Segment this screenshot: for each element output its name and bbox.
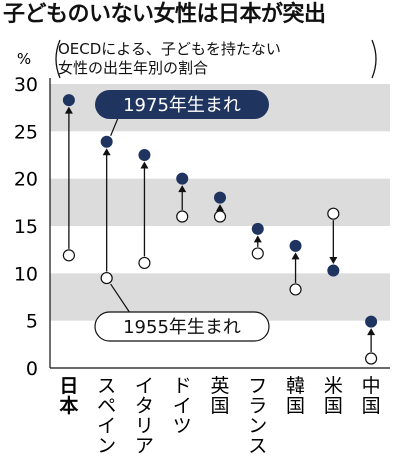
- series-callouts: 1975年生まれ 1955年生まれ: [94, 90, 270, 342]
- x-category-label: 中国: [362, 375, 381, 417]
- x-category-label: 日本: [59, 375, 78, 417]
- point-1975: [327, 264, 340, 277]
- point-1955: [100, 271, 113, 285]
- x-category-label: 米国: [324, 375, 343, 417]
- y-tick-label: 30: [14, 74, 38, 96]
- change-arrow: [253, 235, 262, 247]
- y-tick-label: 10: [14, 263, 38, 285]
- point-1975: [289, 239, 302, 252]
- data-points: [62, 94, 378, 365]
- y-tick-label: 5: [26, 311, 38, 333]
- point-1955: [213, 210, 227, 223]
- point-1975: [138, 149, 151, 161]
- x-category-label: 英国: [210, 375, 229, 417]
- change-arrow: [140, 161, 149, 257]
- change-arrow: [178, 185, 187, 211]
- subtitle-paren-right: [371, 39, 377, 79]
- chart-title: 子どものいない女性は日本が突出: [3, 2, 326, 27]
- change-arrow: [102, 148, 111, 272]
- point-1975: [62, 94, 75, 107]
- point-1975: [365, 315, 378, 328]
- subtitle-line-1: OECDによる、子どもを持たない: [58, 40, 281, 58]
- x-category-label: 韓国: [286, 375, 305, 417]
- x-category-label: スペイン: [97, 375, 116, 457]
- change-arrows: [64, 106, 376, 353]
- callout-1975-label: 1975年生まれ: [123, 95, 241, 116]
- subtitle-paren-left: [55, 39, 61, 79]
- x-category-label: ドイツ: [173, 375, 192, 437]
- callout-1955-label: 1955年生まれ: [123, 317, 241, 338]
- point-1955: [327, 207, 340, 220]
- point-1955: [251, 247, 264, 260]
- y-axis-ticks: 0 5 10 15 20 25 30: [14, 74, 38, 380]
- point-1975: [100, 135, 113, 148]
- change-arrow: [216, 204, 224, 212]
- point-1955: [289, 283, 302, 296]
- y-tick-label: 15: [14, 216, 38, 238]
- point-1975: [176, 172, 189, 185]
- change-arrow: [367, 328, 376, 353]
- point-1955: [365, 352, 378, 365]
- change-arrow: [64, 106, 73, 249]
- change-arrow: [329, 220, 338, 264]
- x-category-label: フランス: [248, 375, 267, 457]
- callout-1975: 1975年生まれ: [95, 90, 269, 136]
- point-1975: [214, 191, 226, 204]
- change-arrow: [291, 252, 300, 283]
- y-tick-label: 0: [26, 358, 38, 380]
- y-axis-unit-label: %: [17, 50, 31, 68]
- y-tick-label: 20: [14, 169, 38, 191]
- chart-subtitle: OECDによる、子どもを持たない 女性の出生年別の割合: [58, 40, 378, 78]
- subtitle-line-2: 女性の出生年別の割合: [58, 59, 209, 77]
- point-1955: [138, 256, 151, 270]
- point-1955: [62, 249, 75, 262]
- callout-1955: 1955年生まれ: [94, 283, 270, 342]
- point-1975: [251, 222, 264, 235]
- y-tick-label: 25: [14, 121, 38, 143]
- point-1955: [176, 210, 189, 223]
- x-category-label: イタリア: [135, 375, 154, 457]
